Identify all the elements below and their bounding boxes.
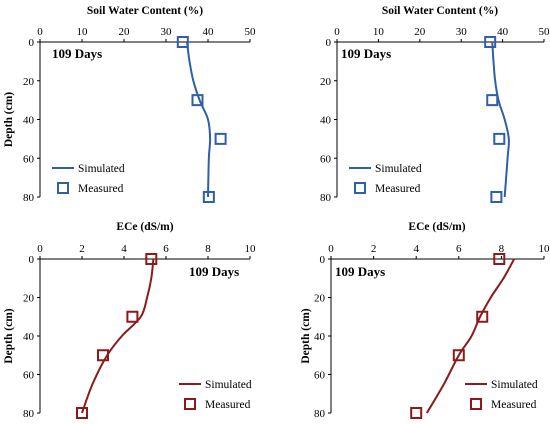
legend-label-simulated: Simulated	[375, 163, 422, 175]
measured-marker	[202, 191, 215, 203]
x-axis-title: Soil Water Content (%)	[87, 5, 203, 17]
x-tick-label: 8	[499, 243, 505, 255]
simulated-line	[425, 258, 516, 414]
measured-marker	[486, 94, 499, 107]
measured-marker	[214, 132, 227, 145]
measured-marker	[484, 36, 497, 48]
x-tick-label: 10	[77, 26, 89, 38]
y-axis-title: Depth (cm)	[3, 308, 15, 363]
y-tick-label: 0	[326, 37, 332, 49]
measured-marker	[410, 407, 423, 419]
measured-marker	[97, 349, 109, 362]
y-tick-label: 0	[29, 254, 35, 266]
panel-annotation: 109 Days	[341, 46, 391, 61]
x-tick-label: 0	[328, 243, 334, 255]
measured-marker	[76, 407, 88, 419]
x-axis-title: ECe (dS/m)	[408, 221, 465, 233]
y-tick-label: 60	[314, 370, 326, 382]
x-tick-label: 2	[371, 243, 377, 255]
legend-label-simulated: Simulated	[205, 379, 252, 391]
y-tick-label: 20	[23, 293, 35, 305]
x-tick-label: 0	[37, 26, 43, 38]
measured-marker	[493, 132, 506, 145]
y-tick-label: 80	[314, 408, 326, 420]
y-tick-label: 40	[314, 331, 326, 343]
y-axis-title: Depth (cm)	[300, 308, 312, 363]
simulated-line	[186, 41, 212, 198]
simulated-line	[81, 258, 155, 414]
x-tick-label: 6	[163, 243, 169, 255]
y-tick-label: 80	[23, 408, 35, 420]
y-axis-title: Depth (cm)	[3, 92, 15, 147]
x-tick-label: 6	[456, 243, 462, 255]
y-tick-label: 80	[23, 192, 35, 204]
panel-annotation: 109 Days	[52, 46, 102, 61]
y-tick-label: 0	[29, 37, 35, 49]
x-tick-label: 10	[539, 243, 550, 255]
y-tick-label: 60	[320, 153, 332, 165]
x-tick-label: 2	[79, 243, 85, 255]
y-tick-label: 40	[23, 331, 35, 343]
x-tick-label: 20	[414, 26, 426, 38]
x-tick-label: 4	[413, 243, 419, 255]
x-tick-label: 30	[456, 26, 468, 38]
legend-marker-swatch	[354, 182, 366, 194]
chart-panel-1: 0 10 20 30 40 50 0 20 40 60 80 Soil Water Content (…	[3, 5, 256, 204]
legend-marker-swatch	[470, 398, 482, 410]
x-tick-label: 40	[497, 26, 509, 38]
legend-label-simulated: Simulated	[78, 163, 125, 175]
x-tick-label: 30	[161, 26, 173, 38]
x-tick-label: 0	[334, 26, 340, 38]
chart-panel-4: 0 2 4 6 8 10 0 20 40 60 80 ECe (dS/m) Depth (cm) 109 …	[300, 221, 550, 420]
x-tick-label: 10	[245, 243, 257, 255]
x-tick-label: 4	[121, 243, 127, 255]
measured-marker	[176, 36, 189, 48]
legend-marker-swatch	[184, 398, 196, 410]
x-axis-title: Soil Water Content (%)	[382, 5, 498, 17]
y-tick-label: 40	[23, 115, 35, 127]
panel-annotation: 109 Days	[335, 264, 385, 279]
legend-marker-swatch	[57, 182, 69, 194]
x-tick-label: 40	[203, 26, 215, 38]
panel-annotation: 109 Days	[189, 264, 239, 279]
measured-marker	[145, 253, 158, 265]
measured-marker	[126, 310, 139, 323]
measured-marker	[452, 349, 465, 362]
legend-label-measured: Measured	[491, 399, 537, 411]
measured-marker	[476, 310, 489, 323]
x-tick-label: 50	[245, 26, 257, 38]
x-tick-label: 0	[37, 243, 43, 255]
y-tick-label: 60	[23, 370, 35, 382]
y-tick-label: 20	[320, 76, 332, 88]
y-tick-label: 20	[23, 76, 35, 88]
legend-label-measured: Measured	[375, 183, 421, 195]
x-tick-label: 20	[119, 26, 131, 38]
legend-label-measured: Measured	[205, 399, 251, 411]
y-tick-label: 80	[320, 192, 332, 204]
measured-marker	[191, 94, 204, 107]
y-tick-label: 0	[320, 254, 326, 266]
simulated-line	[491, 41, 510, 198]
y-tick-label: 20	[314, 293, 326, 305]
legend-label-measured: Measured	[78, 183, 124, 195]
legend-label-simulated: Simulated	[491, 379, 538, 391]
measured-marker	[493, 253, 506, 265]
x-tick-label: 10	[373, 26, 385, 38]
measured-marker	[490, 191, 503, 203]
y-tick-label: 40	[320, 115, 332, 127]
y-tick-label: 60	[23, 153, 35, 165]
x-tick-label: 8	[205, 243, 211, 255]
chart-panel-2: 0 10 20 30 40 50 0 20 40 60 80 Soil Water Content (…	[320, 5, 550, 204]
x-axis-title: ECe (dS/m)	[116, 221, 173, 233]
chart-panel-3: 0 2 4 6 8 10 0 20 40 60 80 ECe (dS/m) Depth (cm) 109 …	[3, 221, 256, 420]
x-tick-label: 50	[539, 26, 550, 38]
